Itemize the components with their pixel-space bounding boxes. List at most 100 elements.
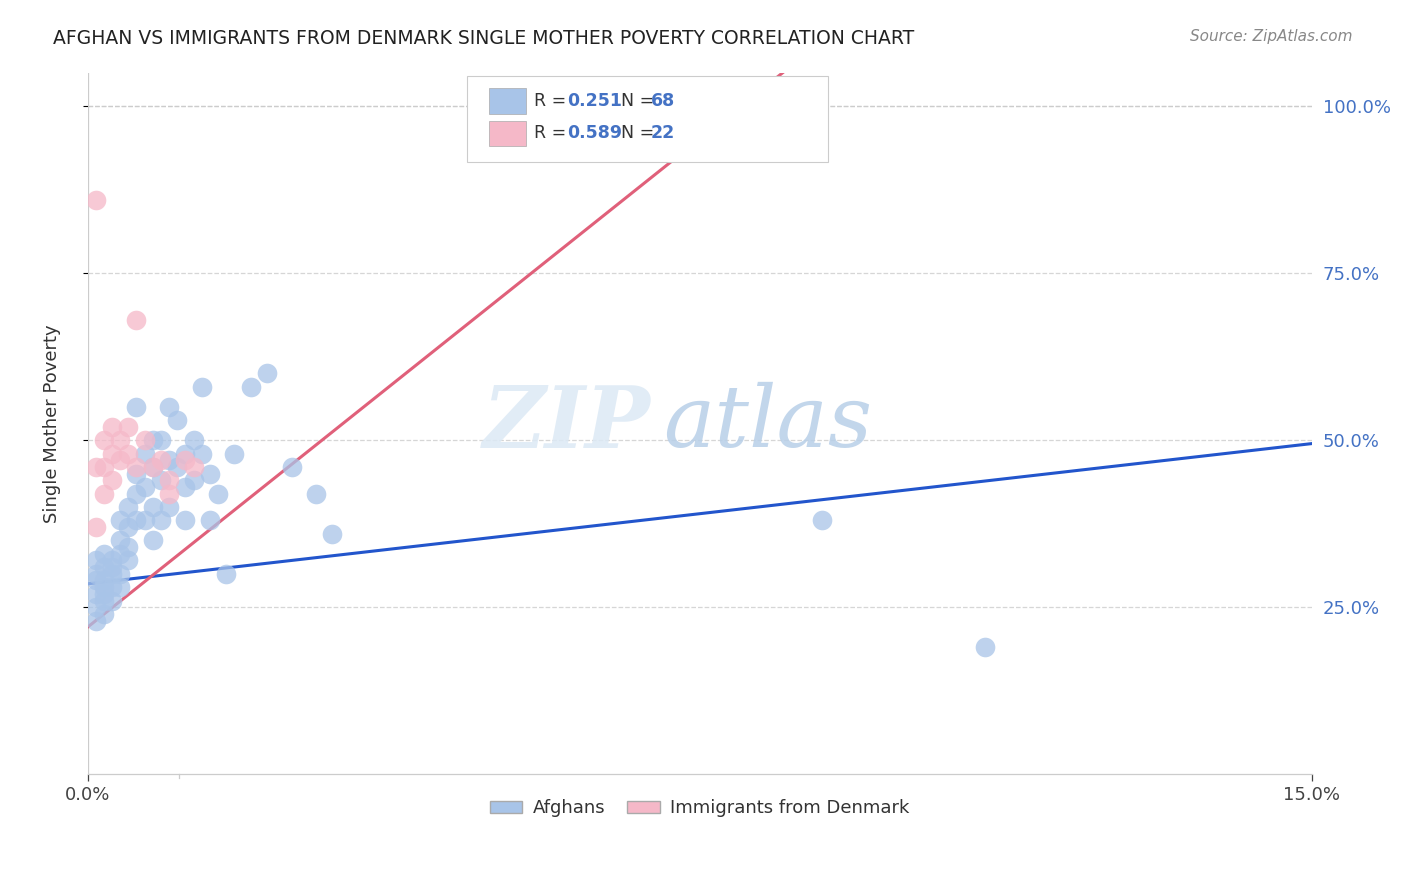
Point: [108, 453, 131, 467]
Point: [134, 434, 156, 448]
Point: [183, 473, 205, 487]
Point: [84, 459, 107, 474]
Point: [84, 520, 107, 534]
Point: [93, 580, 115, 594]
Point: [142, 533, 165, 548]
Point: [101, 560, 124, 574]
Point: [93, 587, 115, 601]
Point: [125, 313, 148, 327]
Point: [174, 447, 197, 461]
Point: [157, 486, 180, 500]
Point: [149, 434, 172, 448]
Point: [101, 580, 124, 594]
Point: [125, 459, 148, 474]
Point: [108, 513, 131, 527]
Text: N =: N =: [610, 92, 659, 110]
Point: [142, 434, 165, 448]
Point: [191, 447, 214, 461]
Point: [149, 473, 172, 487]
Point: [134, 513, 156, 527]
Point: [108, 434, 131, 448]
Point: [93, 607, 115, 621]
Point: [142, 500, 165, 514]
Point: [101, 473, 124, 487]
Point: [101, 420, 124, 434]
Legend: Afghans, Immigrants from Denmark: Afghans, Immigrants from Denmark: [482, 792, 917, 825]
Point: [101, 553, 124, 567]
Point: [108, 566, 131, 581]
FancyBboxPatch shape: [467, 77, 828, 162]
Point: [84, 553, 107, 567]
Point: [117, 520, 139, 534]
Point: [117, 500, 139, 514]
Point: [117, 553, 139, 567]
Text: 0.251: 0.251: [568, 92, 623, 110]
Point: [157, 453, 180, 467]
Point: [174, 453, 197, 467]
Point: [198, 513, 221, 527]
Text: Source: ZipAtlas.com: Source: ZipAtlas.com: [1189, 29, 1353, 44]
Point: [149, 453, 172, 467]
Point: [198, 467, 221, 481]
Point: [183, 459, 205, 474]
Point: [125, 400, 148, 414]
Point: [93, 560, 115, 574]
Point: [101, 447, 124, 461]
Point: [149, 513, 172, 527]
Text: R =: R =: [534, 124, 572, 143]
Point: [280, 459, 302, 474]
Text: 68: 68: [651, 92, 675, 110]
Point: [117, 540, 139, 554]
Point: [125, 513, 148, 527]
Point: [157, 400, 180, 414]
Point: [108, 547, 131, 561]
Text: ZIP: ZIP: [482, 382, 651, 466]
Point: [125, 467, 148, 481]
Point: [108, 533, 131, 548]
Point: [93, 593, 115, 607]
Point: [117, 447, 139, 461]
Point: [117, 420, 139, 434]
Text: atlas: atlas: [664, 382, 872, 465]
Point: [811, 513, 834, 527]
FancyBboxPatch shape: [489, 120, 526, 146]
Text: 0.589: 0.589: [568, 124, 623, 143]
Point: [174, 480, 197, 494]
Point: [142, 459, 165, 474]
Point: [239, 380, 262, 394]
Point: [224, 447, 246, 461]
Point: [142, 459, 165, 474]
Point: [84, 587, 107, 601]
Point: [84, 566, 107, 581]
Point: [974, 640, 997, 655]
Point: [108, 580, 131, 594]
Point: [191, 380, 214, 394]
Point: [174, 513, 197, 527]
Point: [134, 447, 156, 461]
Point: [101, 593, 124, 607]
Text: AFGHAN VS IMMIGRANTS FROM DENMARK SINGLE MOTHER POVERTY CORRELATION CHART: AFGHAN VS IMMIGRANTS FROM DENMARK SINGLE…: [53, 29, 915, 47]
Y-axis label: Single Mother Poverty: Single Mother Poverty: [44, 324, 60, 523]
Text: R =: R =: [534, 92, 572, 110]
FancyBboxPatch shape: [489, 88, 526, 113]
Point: [93, 574, 115, 588]
Point: [84, 600, 107, 615]
Point: [321, 526, 343, 541]
Point: [256, 367, 278, 381]
Point: [166, 413, 188, 427]
Point: [93, 486, 115, 500]
Point: [215, 566, 238, 581]
Point: [84, 193, 107, 207]
Point: [183, 434, 205, 448]
Point: [125, 486, 148, 500]
Point: [134, 480, 156, 494]
Point: [84, 614, 107, 628]
Text: 22: 22: [651, 124, 675, 143]
Point: [305, 486, 328, 500]
Point: [166, 459, 188, 474]
Text: N =: N =: [610, 124, 659, 143]
Point: [84, 574, 107, 588]
Point: [93, 547, 115, 561]
Point: [157, 500, 180, 514]
Point: [93, 434, 115, 448]
